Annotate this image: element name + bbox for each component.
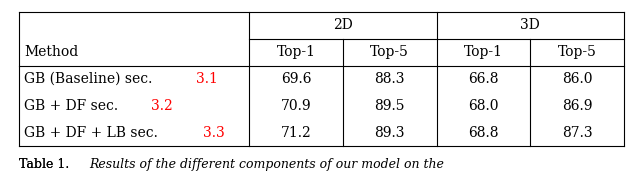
- Text: 89.3: 89.3: [374, 126, 405, 140]
- Text: 69.6: 69.6: [281, 72, 311, 86]
- Text: Top-1: Top-1: [464, 45, 503, 59]
- Text: 70.9: 70.9: [280, 99, 311, 113]
- Text: 2D: 2D: [333, 18, 353, 32]
- Text: Method: Method: [24, 45, 79, 59]
- Text: 3.3: 3.3: [203, 126, 225, 140]
- Text: GB + DF + LB sec.: GB + DF + LB sec.: [24, 126, 163, 140]
- Text: 87.3: 87.3: [562, 126, 593, 140]
- Text: GB + DF sec.: GB + DF sec.: [24, 99, 123, 113]
- Text: Results of the different components of our model on the: Results of the different components of o…: [89, 158, 444, 171]
- Text: 3.2: 3.2: [152, 99, 173, 113]
- Text: 86.0: 86.0: [562, 72, 593, 86]
- Text: 88.3: 88.3: [374, 72, 405, 86]
- Text: Table 1.: Table 1.: [19, 158, 74, 171]
- Text: 86.9: 86.9: [562, 99, 593, 113]
- Text: 89.5: 89.5: [374, 99, 405, 113]
- Text: Top-5: Top-5: [557, 45, 596, 59]
- Text: 3D: 3D: [520, 18, 540, 32]
- Text: 71.2: 71.2: [280, 126, 311, 140]
- Text: Top-1: Top-1: [276, 45, 316, 59]
- Text: GB (Baseline) sec.: GB (Baseline) sec.: [24, 72, 157, 86]
- Text: 3.1: 3.1: [196, 72, 218, 86]
- Text: Table 1.: Table 1.: [19, 158, 74, 171]
- Text: 66.8: 66.8: [468, 72, 499, 86]
- Text: 68.0: 68.0: [468, 99, 499, 113]
- Text: 68.8: 68.8: [468, 126, 499, 140]
- Text: Top-5: Top-5: [370, 45, 409, 59]
